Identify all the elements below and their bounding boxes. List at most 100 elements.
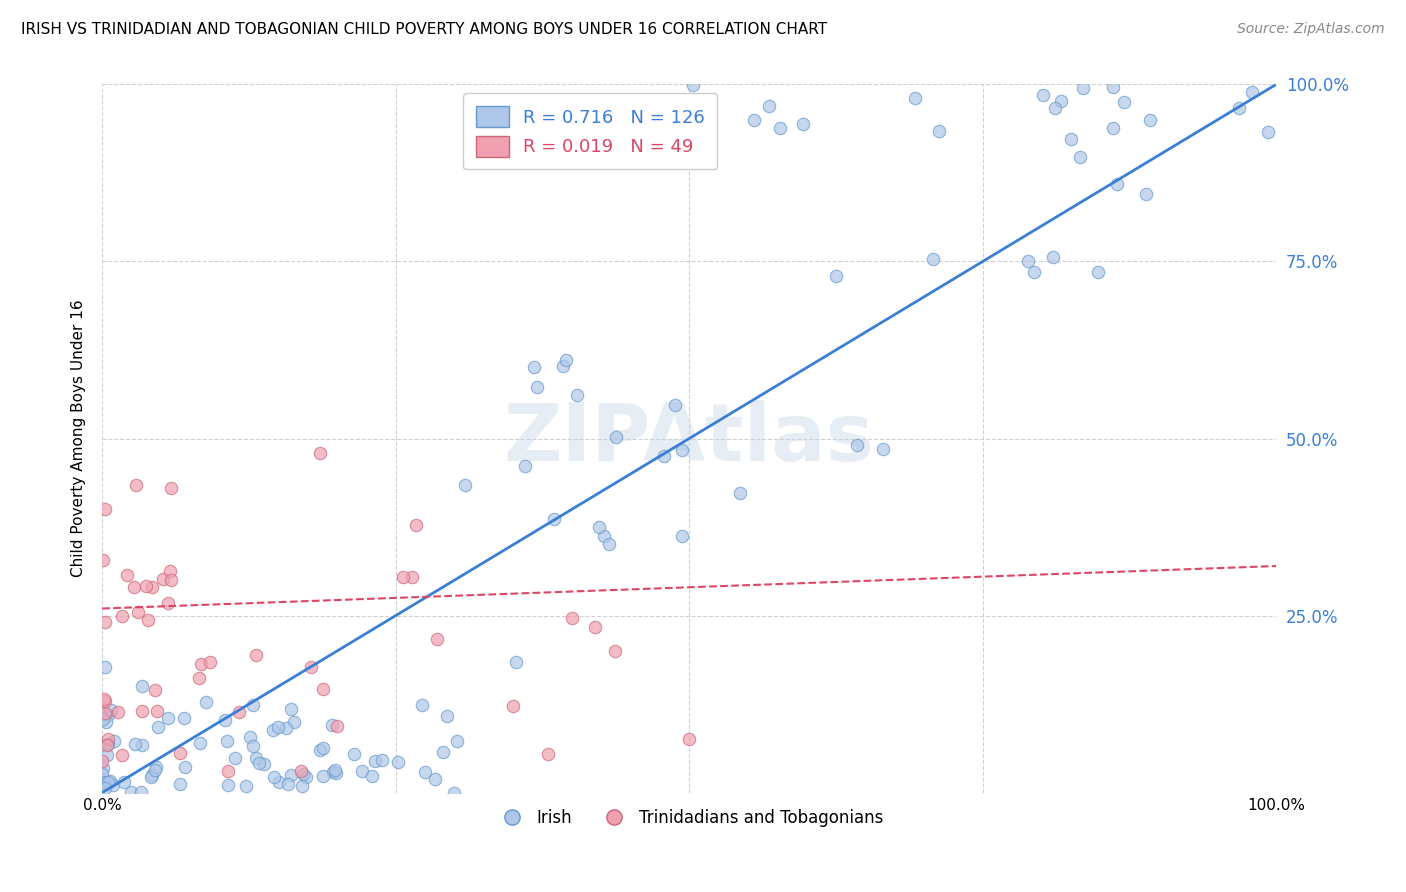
Point <box>364 754 387 768</box>
Point <box>605 643 627 657</box>
Point <box>392 570 415 584</box>
Point <box>308 446 330 460</box>
Y-axis label: Child Poverty Among Boys Under 16: Child Poverty Among Boys Under 16 <box>72 300 86 577</box>
Point <box>173 760 195 774</box>
Point <box>120 784 142 798</box>
Point <box>111 747 134 762</box>
Point <box>588 520 610 534</box>
Point <box>94 715 117 730</box>
Point <box>111 609 134 624</box>
Point <box>156 596 179 610</box>
Point <box>217 734 239 748</box>
Point <box>91 712 114 726</box>
Point <box>146 720 169 734</box>
Point <box>291 780 314 794</box>
Point <box>135 579 157 593</box>
Point <box>432 745 454 759</box>
Point <box>323 764 346 778</box>
Point <box>657 117 679 131</box>
Point <box>156 710 179 724</box>
Point <box>1227 101 1250 115</box>
Point <box>728 486 751 500</box>
Point <box>159 481 181 495</box>
Point <box>326 719 349 733</box>
Point <box>1022 265 1045 279</box>
Point <box>143 682 166 697</box>
Point <box>194 695 217 709</box>
Point <box>1060 132 1083 146</box>
Point <box>94 781 117 796</box>
Point <box>513 458 536 473</box>
Point <box>228 705 250 719</box>
Point <box>98 774 121 789</box>
Point <box>141 771 163 785</box>
Point <box>1087 265 1109 279</box>
Point <box>94 615 117 630</box>
Point <box>129 785 152 799</box>
Point <box>1069 150 1091 164</box>
Point <box>551 359 574 373</box>
Point <box>103 733 125 747</box>
Point <box>301 660 323 674</box>
Point <box>235 779 257 793</box>
Point <box>1017 254 1039 268</box>
Point <box>1102 80 1125 95</box>
Point <box>145 763 167 777</box>
Point <box>401 570 423 584</box>
Point <box>242 698 264 712</box>
Point <box>904 91 927 105</box>
Point <box>262 723 284 737</box>
Legend: Irish, Trinidadians and Tobagonians: Irish, Trinidadians and Tobagonians <box>488 803 890 834</box>
Point <box>94 694 117 708</box>
Point <box>671 443 693 458</box>
Point <box>94 706 117 721</box>
Point <box>146 704 169 718</box>
Point <box>309 743 332 757</box>
Point <box>94 502 117 516</box>
Point <box>187 671 209 685</box>
Point <box>188 736 211 750</box>
Point <box>654 449 676 463</box>
Point <box>312 741 335 756</box>
Text: ZIPAtlas: ZIPAtlas <box>503 400 875 477</box>
Point <box>115 568 138 582</box>
Point <box>266 720 288 734</box>
Point <box>101 778 124 792</box>
Point <box>93 553 115 567</box>
Point <box>370 753 392 767</box>
Point <box>136 613 159 627</box>
Point <box>100 703 122 717</box>
Point <box>239 730 262 744</box>
Text: IRISH VS TRINIDADIAN AND TOBAGONIAN CHILD POVERTY AMONG BOYS UNDER 16 CORRELATIO: IRISH VS TRINIDADIAN AND TOBAGONIAN CHIL… <box>21 22 827 37</box>
Point <box>742 112 765 127</box>
Point <box>141 768 163 782</box>
Point <box>91 754 114 768</box>
Point <box>283 714 305 729</box>
Point <box>321 718 343 732</box>
Point <box>758 99 780 113</box>
Point <box>277 777 299 791</box>
Point <box>245 648 267 662</box>
Point <box>91 761 114 775</box>
Point <box>322 764 344 779</box>
Point <box>97 775 120 789</box>
Point <box>1257 125 1279 139</box>
Point <box>280 702 302 716</box>
Point <box>169 777 191 791</box>
Point <box>1045 101 1067 115</box>
Point <box>537 747 560 762</box>
Point <box>1240 85 1263 99</box>
Point <box>671 528 693 542</box>
Point <box>411 698 433 712</box>
Point <box>312 682 335 697</box>
Point <box>190 657 212 671</box>
Point <box>127 605 149 619</box>
Point <box>583 620 606 634</box>
Point <box>97 707 120 722</box>
Point <box>217 778 239 792</box>
Point <box>1032 88 1054 103</box>
Point <box>159 564 181 578</box>
Point <box>1112 95 1135 110</box>
Point <box>1139 112 1161 127</box>
Point <box>413 764 436 779</box>
